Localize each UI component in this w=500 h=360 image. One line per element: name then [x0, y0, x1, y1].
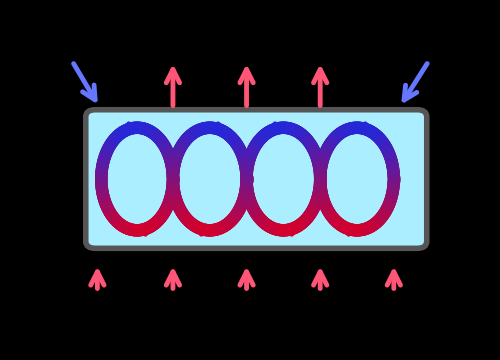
FancyBboxPatch shape [86, 110, 427, 248]
